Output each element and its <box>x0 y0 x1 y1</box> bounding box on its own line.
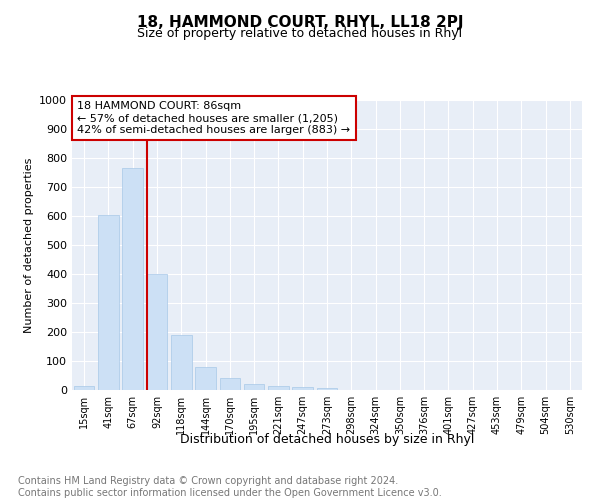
Text: Contains HM Land Registry data © Crown copyright and database right 2024.
Contai: Contains HM Land Registry data © Crown c… <box>18 476 442 498</box>
Bar <box>98 214 119 390</box>
Bar <box>171 335 191 390</box>
Text: 18, HAMMOND COURT, RHYL, LL18 2PJ: 18, HAMMOND COURT, RHYL, LL18 2PJ <box>137 15 463 30</box>
Bar <box>146 274 167 390</box>
Bar <box>317 388 337 390</box>
Bar <box>292 387 313 390</box>
Bar <box>122 168 143 390</box>
Text: 18 HAMMOND COURT: 86sqm
← 57% of detached houses are smaller (1,205)
42% of semi: 18 HAMMOND COURT: 86sqm ← 57% of detache… <box>77 102 350 134</box>
Bar <box>195 368 216 390</box>
Bar <box>244 384 265 390</box>
Y-axis label: Number of detached properties: Number of detached properties <box>23 158 34 332</box>
Bar <box>220 378 240 390</box>
Bar <box>74 386 94 390</box>
Text: Distribution of detached houses by size in Rhyl: Distribution of detached houses by size … <box>180 432 474 446</box>
Bar <box>268 386 289 390</box>
Text: Size of property relative to detached houses in Rhyl: Size of property relative to detached ho… <box>137 28 463 40</box>
